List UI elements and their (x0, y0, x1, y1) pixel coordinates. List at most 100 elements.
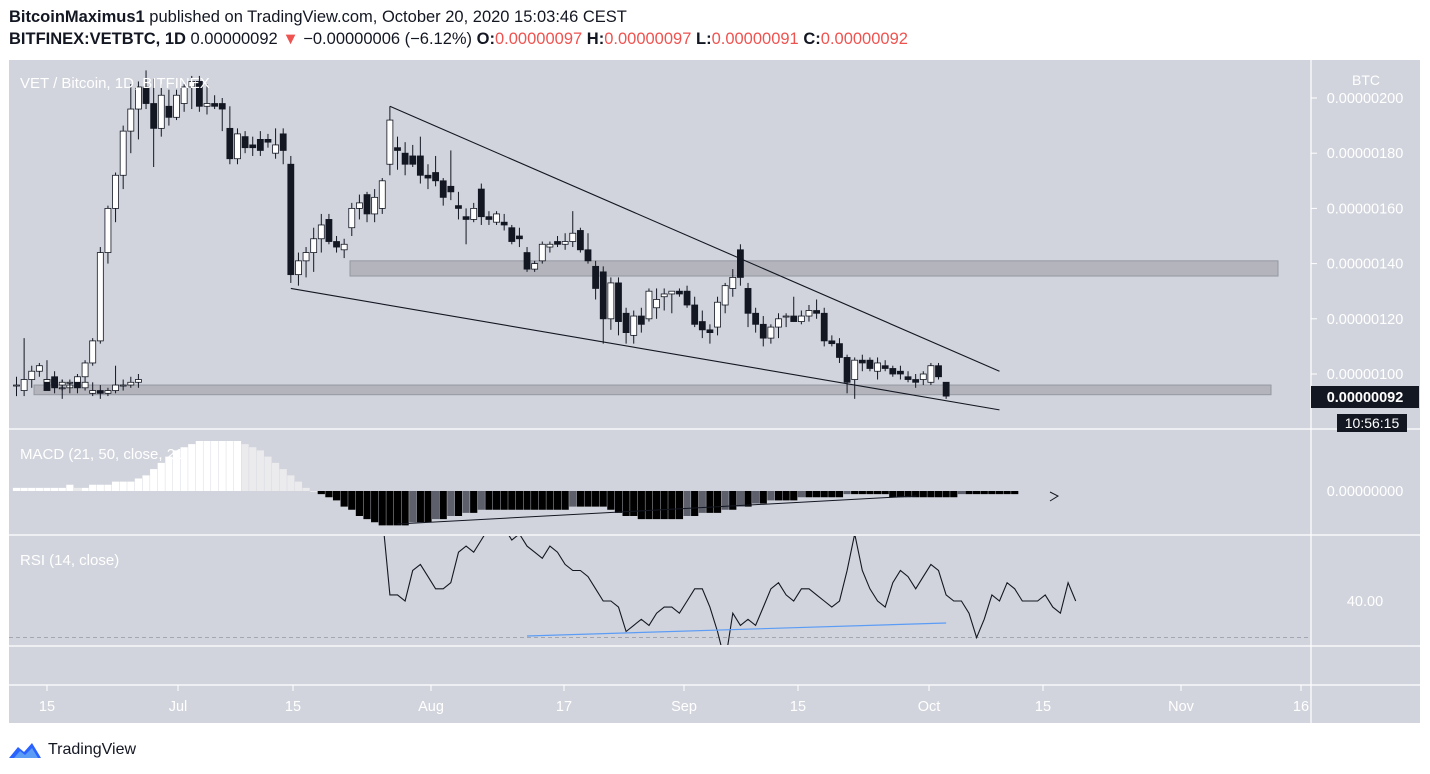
candle-body (188, 81, 196, 88)
macd-histogram-bar (889, 491, 897, 498)
macd-histogram-bar (508, 491, 516, 510)
candle-body (881, 365, 889, 369)
wedge-trendline (290, 287, 1000, 411)
candle-body (180, 86, 188, 104)
macd-histogram-bar (348, 491, 356, 510)
macd-histogram-bar (752, 491, 760, 504)
candle-body (447, 185, 455, 193)
candle-body (775, 318, 782, 328)
macd-histogram-bar (241, 444, 249, 491)
rsi-tick-label: 40.00 (1347, 594, 1383, 610)
candle-body (96, 252, 104, 342)
macd-histogram-bar (622, 491, 630, 516)
candle-body (211, 103, 219, 107)
candle-body (904, 376, 912, 380)
macd-histogram-bar (866, 491, 874, 495)
macd-histogram-bar (302, 487, 310, 491)
candle-body (74, 376, 81, 383)
price-tick-label: 0.00000140 (1327, 257, 1404, 273)
candle-body (866, 359, 874, 369)
macd-histogram-bar (813, 491, 821, 498)
candle-body (348, 207, 356, 229)
macd-arrow-head (1049, 491, 1060, 502)
candle-body (599, 271, 607, 320)
candle-body (142, 86, 150, 104)
macd-histogram-bar (584, 491, 592, 507)
macd-histogram-bar (127, 481, 135, 491)
macd-histogram-bar (416, 491, 424, 523)
macd-histogram-bar (28, 487, 36, 491)
macd-histogram-bar (439, 491, 447, 520)
chart-header: BitcoinMaximus1 published on TradingView… (9, 6, 1419, 50)
candle-body (653, 299, 660, 309)
macd-histogram-bar (828, 491, 836, 498)
candle-body (112, 384, 119, 391)
price-tick-label: 0.00000100 (1327, 367, 1404, 383)
macd-histogram-bar (782, 491, 790, 501)
candle-body (752, 312, 760, 325)
candle-body (477, 188, 485, 218)
candle-body (691, 304, 699, 325)
price-axis-unit: BTC (1352, 72, 1380, 88)
tradingview-logo-icon[interactable] (8, 740, 42, 760)
macd-histogram-bar (546, 491, 554, 510)
candle-body (767, 326, 775, 339)
macd-histogram-bar (721, 491, 729, 510)
candle-body (912, 379, 920, 383)
macd-histogram-bar (744, 491, 752, 507)
macd-histogram-bar (927, 491, 935, 498)
macd-histogram-bar (355, 491, 363, 516)
macd-histogram-bar (172, 450, 181, 491)
macd-pane-title: MACD (21, 50, close, 21) (20, 446, 188, 463)
candle-body (150, 103, 158, 129)
macd-histogram-bar (820, 491, 828, 498)
candle-body (424, 174, 432, 179)
macd-histogram-bar (500, 491, 508, 510)
macd-histogram-bar (325, 491, 333, 498)
bar-countdown-tag (1337, 414, 1407, 432)
candle-body (676, 290, 683, 295)
macd-histogram-bar (203, 441, 211, 491)
macd-histogram-bar (652, 491, 661, 520)
macd-histogram-bar (233, 441, 242, 491)
candle-body (96, 390, 104, 394)
macd-histogram-bar (851, 491, 859, 495)
macd-pane[interactable] (12, 441, 1060, 526)
tradingview-brand[interactable]: TradingView (48, 741, 137, 758)
macd-histogram-bar (447, 491, 455, 516)
candle-body (782, 315, 790, 318)
rsi-pane[interactable] (9, 357, 1311, 662)
candle-body (485, 216, 493, 220)
macd-histogram-bar (805, 491, 813, 498)
macd-histogram-bar (523, 491, 531, 510)
candle-body (401, 152, 409, 165)
candle-body (470, 207, 478, 220)
candle-body (455, 205, 462, 209)
price-tick-label: 0.00000200 (1327, 91, 1404, 107)
macd-histogram-bar (919, 491, 927, 498)
candle-body (378, 180, 386, 209)
candle-body (668, 290, 676, 295)
candle-body (858, 359, 866, 364)
macd-histogram-bar (89, 484, 97, 491)
candle-body (508, 227, 516, 242)
macd-histogram-bar (340, 491, 348, 507)
candle-body (523, 252, 531, 270)
symbol-line: BITFINEX:VETBTC, 1D 0.00000092 ▼ −0.0000… (9, 28, 1419, 50)
high-value: 0.00000097 (604, 30, 692, 48)
macd-histogram-bar (896, 491, 905, 498)
candle-body (287, 163, 295, 276)
candle-body (432, 172, 440, 182)
candle-body (843, 357, 851, 383)
author-name[interactable]: BitcoinMaximus1 (9, 8, 145, 26)
candle-body (104, 207, 112, 253)
macd-histogram-bar (134, 478, 143, 491)
macd-histogram-bar (645, 491, 653, 520)
macd-histogram-bar (211, 441, 219, 491)
price-pane[interactable] (13, 70, 1279, 411)
macd-histogram-bar (51, 487, 59, 491)
candle-body (264, 138, 272, 143)
macd-histogram-bar (371, 491, 379, 523)
candle-body (386, 119, 394, 165)
